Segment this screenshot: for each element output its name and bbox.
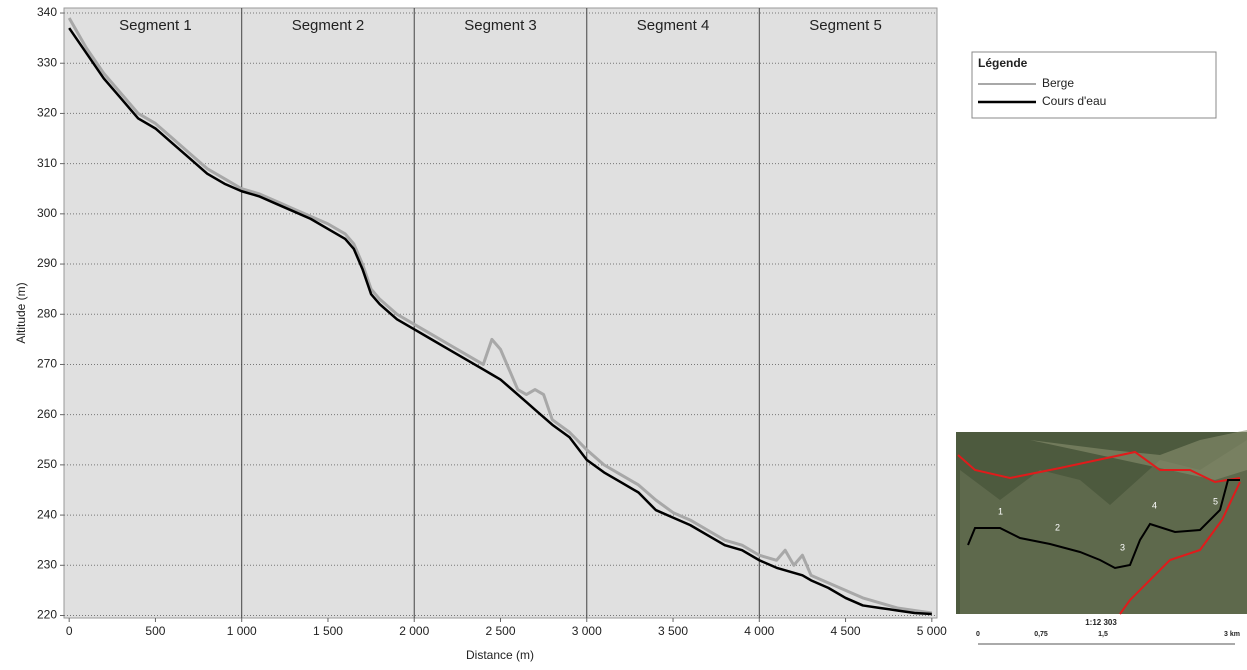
scale-label: 0 bbox=[976, 631, 980, 638]
map-inset: 1 2 3 4 5 1:12 303 0 0,75 1,5 3 km bbox=[956, 430, 1247, 645]
map-boundary bbox=[957, 450, 1241, 615]
segment-label: Segment 5 bbox=[809, 17, 882, 34]
legend: Légende Berge Cours d'eau bbox=[971, 51, 1217, 119]
map-label: 1 bbox=[998, 506, 1003, 516]
x-axis-label: Distance (m) bbox=[466, 648, 534, 662]
y-tick-label: 230 bbox=[37, 557, 57, 571]
map-label: 5 bbox=[1213, 496, 1218, 506]
y-tick-label: 270 bbox=[37, 357, 57, 371]
series-line bbox=[67, 17, 933, 615]
x-tick-label: 5 000 bbox=[917, 624, 947, 638]
series-line bbox=[68, 27, 932, 616]
x-tick-label: 4 500 bbox=[831, 624, 861, 638]
map-label: 2 bbox=[1055, 522, 1060, 532]
plot-area bbox=[63, 7, 938, 619]
y-tick-label: 340 bbox=[37, 5, 57, 19]
legend-label: Berge bbox=[1042, 76, 1074, 90]
x-tick-label: 1 500 bbox=[313, 624, 343, 638]
y-tick-label: 330 bbox=[37, 55, 57, 69]
y-tick-label: 280 bbox=[37, 306, 57, 320]
scale-label: 0,75 bbox=[1034, 631, 1048, 638]
y-tick-label: 260 bbox=[37, 407, 57, 421]
x-tick-label: 4 000 bbox=[744, 624, 774, 638]
y-tick-label: 240 bbox=[37, 507, 57, 521]
segment-label: Segment 1 bbox=[119, 17, 192, 34]
y-tick-label: 290 bbox=[37, 256, 57, 270]
y-tick-label: 310 bbox=[37, 156, 57, 170]
map-label: 4 bbox=[1152, 500, 1157, 510]
y-tick-label: 300 bbox=[37, 206, 57, 220]
segment-label: Segment 2 bbox=[292, 17, 365, 34]
y-tick-label: 250 bbox=[37, 457, 57, 471]
segment-label: Segment 4 bbox=[637, 17, 710, 34]
x-tick-label: 3 000 bbox=[572, 624, 602, 638]
x-tick-label: 500 bbox=[145, 624, 165, 638]
segment-label: Segment 3 bbox=[464, 17, 537, 34]
map-label: 3 bbox=[1120, 542, 1125, 552]
legend-label: Cours d'eau bbox=[1042, 94, 1106, 108]
x-tick-label: 3 500 bbox=[658, 624, 688, 638]
legend-title: Légende bbox=[978, 56, 1028, 70]
map-field bbox=[960, 440, 1247, 614]
x-tick-label: 0 bbox=[66, 624, 73, 638]
y-tick-label: 320 bbox=[37, 106, 57, 120]
scale-label: 3 km bbox=[1224, 631, 1240, 638]
x-tick-label: 2 500 bbox=[485, 624, 515, 638]
x-tick-label: 2 000 bbox=[399, 624, 429, 638]
x-tick-label: 1 000 bbox=[227, 624, 257, 638]
scale-label: 1,5 bbox=[1098, 631, 1108, 638]
y-axis-label: Altitude (m) bbox=[14, 282, 28, 343]
y-tick-label: 220 bbox=[37, 608, 57, 622]
map-scale: 1:12 303 bbox=[1085, 618, 1117, 627]
map-river bbox=[967, 479, 1240, 570]
